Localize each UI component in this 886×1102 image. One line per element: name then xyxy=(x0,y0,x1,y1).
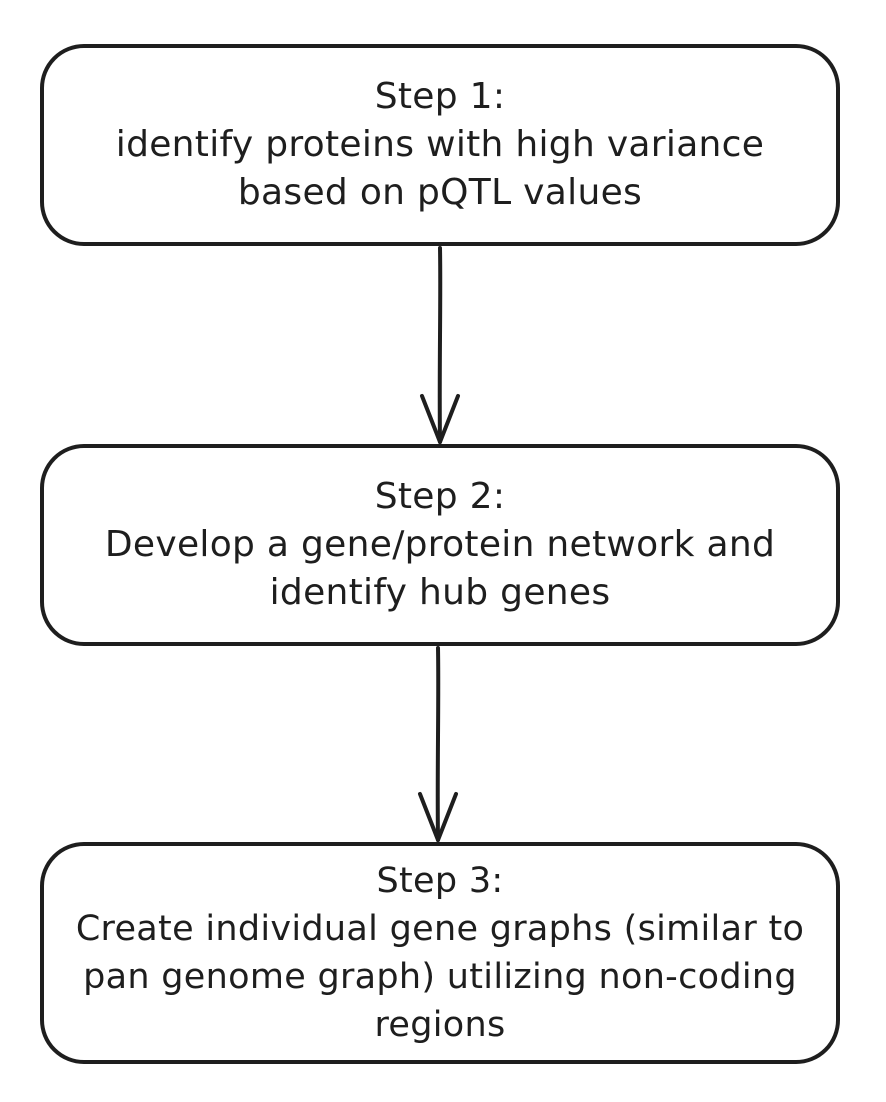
step-2-title: Step 2: xyxy=(374,476,506,517)
arrow-shaft xyxy=(435,646,441,842)
step-1-line-2: based on pQTL values xyxy=(237,172,643,213)
arrow-step2-to-step3 xyxy=(418,646,458,842)
step-2-line-2: identify hub genes xyxy=(269,572,611,613)
arrow-shaft xyxy=(437,246,443,444)
step-3-title: Step 3: xyxy=(376,861,504,901)
step-3-line-1: Create individual gene graphs (similar t… xyxy=(75,909,805,949)
step-2-line-1: Develop a gene/protein network and xyxy=(104,524,776,565)
step-2-box: Step 2: Develop a gene/protein network a… xyxy=(40,444,840,646)
step-3-box: Step 3: Create individual gene graphs (s… xyxy=(40,842,840,1064)
step-1-box: Step 1: identify proteins with high vari… xyxy=(40,44,840,246)
step-1-line-1: identify proteins with high variance xyxy=(115,124,765,165)
arrow-head xyxy=(418,792,458,842)
arrow-step1-to-step2 xyxy=(420,246,460,444)
arrow-head xyxy=(420,394,460,444)
step-3-line-2: pan genome graph) utilizing non-coding xyxy=(83,957,797,997)
step-3-line-3: regions xyxy=(374,1005,506,1045)
step-1-title: Step 1: xyxy=(374,76,506,117)
